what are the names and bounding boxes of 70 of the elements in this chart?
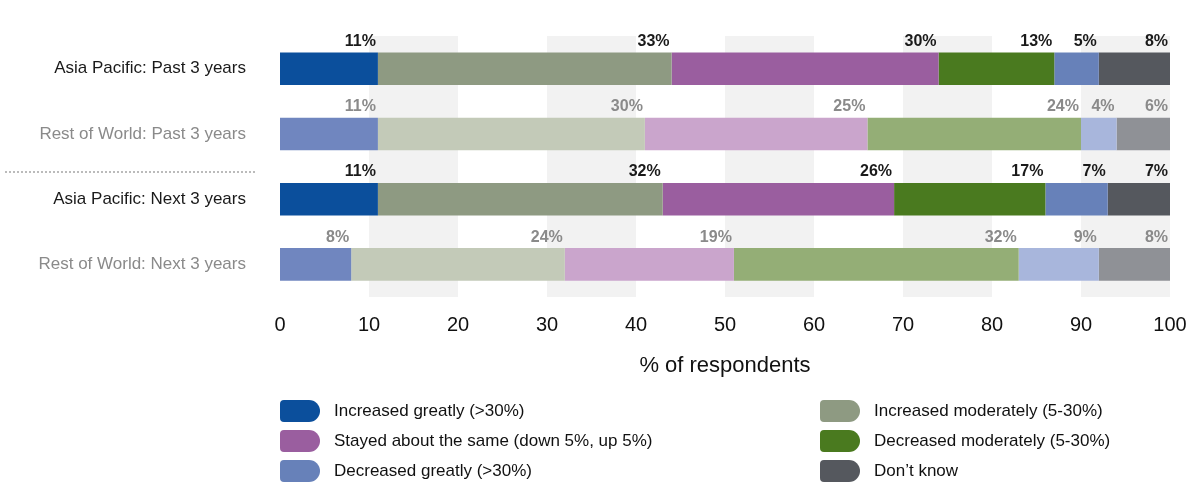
bar	[1054, 52, 1099, 86]
x-tick-label: 80	[980, 312, 1004, 335]
bar	[894, 182, 1046, 216]
data-label: 30%	[610, 97, 643, 115]
bar	[644, 117, 868, 151]
data-label: 6%	[1144, 97, 1168, 115]
data-label: 5%	[1073, 31, 1097, 49]
data-label: 24%	[530, 227, 563, 245]
bar	[280, 248, 352, 281]
bar	[1107, 182, 1170, 216]
data-label: 17%	[1011, 162, 1044, 180]
bar	[671, 52, 939, 86]
data-label: 8%	[326, 227, 350, 245]
bar	[1098, 52, 1170, 86]
data-label: 9%	[1073, 227, 1097, 245]
x-tick-label: 90	[1069, 312, 1093, 335]
x-tick-label: 10	[357, 312, 381, 335]
x-tick-label: 30	[535, 312, 559, 335]
bar	[733, 248, 1019, 281]
data-label: 25%	[833, 97, 866, 115]
data-label: 11%	[344, 31, 376, 49]
bar	[280, 117, 378, 151]
data-label: 4%	[1091, 97, 1115, 115]
y-tick-label: Asia Pacific: Past 3 years	[54, 58, 246, 78]
data-label: 11%	[344, 162, 376, 180]
bar	[377, 117, 645, 151]
bar	[867, 117, 1081, 151]
bar	[1098, 248, 1170, 281]
legend-label: Don’t know	[874, 461, 959, 481]
x-tick-label: 40	[624, 312, 648, 335]
data-label: 13%	[1020, 31, 1053, 49]
bar	[377, 52, 672, 86]
bar	[564, 248, 734, 281]
x-tick-label: 100	[1153, 312, 1187, 335]
data-label: 30%	[904, 31, 937, 49]
bar	[1045, 182, 1108, 216]
data-label: 8%	[1144, 227, 1168, 245]
legend-label: Decreased moderately (5-30%)	[874, 431, 1111, 451]
legend-label: Increased greatly (>30%)	[334, 401, 525, 421]
data-label: 24%	[1046, 97, 1079, 115]
bar	[377, 182, 663, 216]
legend-label: Decreased greatly (>30%)	[334, 461, 532, 481]
bar	[662, 182, 895, 216]
y-tick-label: Rest of World: Past 3 years	[39, 123, 246, 143]
data-label: 11%	[344, 97, 376, 115]
data-label: 33%	[637, 31, 670, 49]
data-label: 26%	[860, 162, 893, 180]
data-label: 32%	[628, 162, 661, 180]
data-label: 7%	[1082, 162, 1106, 180]
x-tick-label: 20	[446, 312, 470, 335]
bar	[280, 52, 378, 86]
y-tick-label: Rest of World: Next 3 years	[38, 254, 246, 274]
data-label: 7%	[1144, 162, 1168, 180]
x-tick-label: 0	[274, 312, 286, 335]
x-tick-label: 60	[802, 312, 826, 335]
legend-label: Stayed about the same (down 5%, up 5%)	[334, 431, 653, 451]
x-tick-label: 50	[713, 312, 737, 335]
data-label: 19%	[699, 227, 732, 245]
bar	[351, 248, 565, 281]
bar	[1116, 117, 1170, 151]
data-label: 8%	[1144, 31, 1168, 49]
x-tick-label: 70	[891, 312, 915, 335]
bar	[280, 182, 378, 216]
bar	[1018, 248, 1099, 281]
bar	[938, 52, 1055, 86]
bar	[1081, 117, 1117, 151]
x-axis-title: % of respondents	[638, 352, 812, 378]
y-tick-label: Asia Pacific: Next 3 years	[53, 188, 246, 208]
data-label: 32%	[984, 227, 1017, 245]
legend-label: Increased moderately (5-30%)	[874, 401, 1103, 421]
